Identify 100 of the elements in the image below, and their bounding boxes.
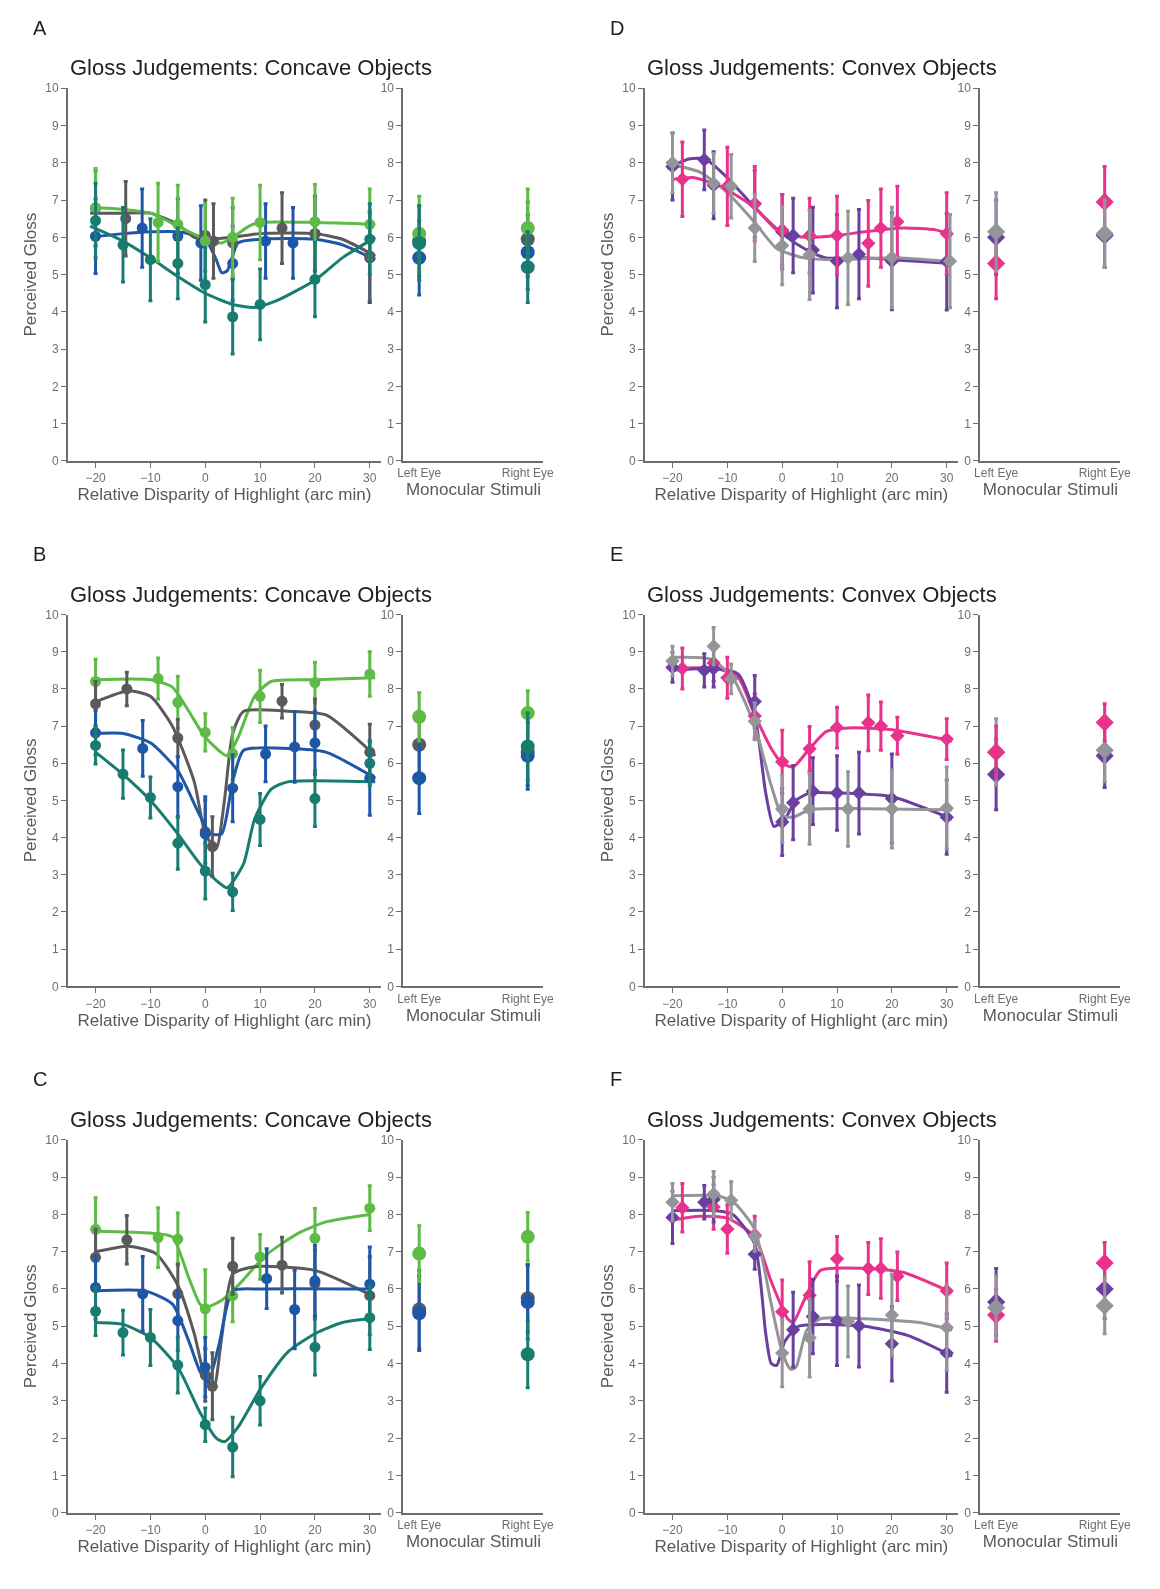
y-tick-label: 10 — [380, 607, 395, 622]
x-tick-label: Left Eye — [974, 1518, 1019, 1533]
y-tick-label: 4 — [964, 830, 972, 845]
x-axis-title: Relative Disparity of Highlight (arc min) — [654, 1537, 949, 1557]
x-tick-label: 0 — [778, 1523, 786, 1538]
y-tick-label: 8 — [628, 682, 636, 697]
y-tick-label: 8 — [387, 682, 395, 697]
x-tick-label: Right Eye — [501, 991, 555, 1006]
y-tick-label: 9 — [628, 644, 636, 659]
y-tick-label: 7 — [387, 1244, 395, 1259]
x-tick-label: 20 — [885, 996, 899, 1011]
y-tick-label: 3 — [628, 867, 636, 882]
x-axis-title: Relative Disparity of Highlight (arc min) — [77, 1537, 372, 1557]
y-tick-label: 0 — [964, 1505, 972, 1520]
x-axis-title: Monocular Stimuli — [405, 480, 542, 500]
y-tick-label: 10 — [380, 81, 395, 96]
y-tick-label: 2 — [964, 379, 972, 394]
y-tick-label: 2 — [628, 1431, 636, 1446]
y-tick-label: 1 — [387, 416, 395, 431]
y-tick-label: 6 — [628, 230, 636, 245]
y-tick-label: 10 — [45, 81, 60, 96]
x-tick-label: 10 — [830, 1523, 845, 1538]
y-tick-label: 6 — [964, 1282, 972, 1297]
chart-title: Gloss Judgements: Convex Objects — [647, 1107, 997, 1132]
x-tick-label: −10 — [717, 471, 738, 486]
y-tick-label: 4 — [964, 305, 972, 320]
x-tick-label: 10 — [253, 471, 268, 486]
y-tick-label: 1 — [964, 942, 972, 957]
y-tick-label: 5 — [628, 1319, 636, 1334]
x-tick-label: −10 — [717, 1523, 738, 1538]
y-tick-label: 5 — [964, 793, 972, 808]
x-tick-label: 10 — [830, 996, 845, 1011]
y-tick-label: 7 — [387, 719, 395, 734]
y-tick-label: 0 — [628, 979, 636, 994]
y-tick-label: 5 — [628, 793, 636, 808]
x-axis-title: Relative Disparity of Highlight (arc min) — [77, 1010, 372, 1030]
y-tick-label: 5 — [964, 1319, 972, 1334]
x-tick-label: −10 — [140, 996, 161, 1011]
y-tick-label: 4 — [387, 305, 395, 320]
x-axis-title: Monocular Stimuli — [982, 480, 1118, 500]
x-tick-label: Right Eye — [1078, 1518, 1131, 1533]
chart-title: Gloss Judgements: Concave Objects — [70, 1107, 432, 1132]
y-tick-label: 1 — [964, 1468, 972, 1483]
y-tick-label: 9 — [387, 118, 395, 133]
x-tick-label: −20 — [662, 996, 683, 1011]
x-tick-label: −20 — [85, 1523, 107, 1538]
y-tick-label: 0 — [387, 1505, 395, 1520]
y-tick-label: 5 — [628, 267, 636, 282]
y-axis-title: Perceived Gloss — [598, 738, 618, 863]
y-tick-label: 1 — [628, 416, 636, 431]
y-tick-label: 2 — [52, 1431, 60, 1446]
y-tick-label: 1 — [387, 942, 395, 957]
y-tick-label: 8 — [964, 1207, 972, 1222]
x-tick-label: −10 — [140, 471, 161, 486]
y-tick-label: 5 — [387, 1319, 395, 1334]
y-tick-label: 6 — [52, 230, 60, 245]
y-tick-label: 3 — [52, 1394, 60, 1409]
y-tick-label: 7 — [52, 193, 60, 208]
x-tick-label: Left Eye — [974, 466, 1019, 481]
y-tick-label: 9 — [52, 1170, 60, 1185]
y-tick-label: 7 — [52, 1244, 60, 1259]
text: A — [33, 17, 47, 39]
y-tick-label: 3 — [52, 342, 60, 357]
y-tick-label: 2 — [52, 905, 60, 920]
y-tick-label: 2 — [964, 905, 972, 920]
y-tick-label: 0 — [387, 979, 395, 994]
text: B — [33, 543, 47, 565]
x-tick-label: 30 — [940, 1523, 954, 1538]
text: E — [610, 543, 624, 565]
x-tick-label: 20 — [885, 471, 899, 486]
y-tick-label: 4 — [52, 1356, 60, 1371]
x-tick-label: Right Eye — [1078, 466, 1131, 481]
y-tick-label: 2 — [387, 1431, 395, 1446]
y-tick-label: 10 — [622, 1133, 636, 1148]
y-tick-label: 2 — [628, 379, 636, 394]
y-tick-label: 5 — [52, 267, 60, 282]
x-tick-label: 30 — [940, 471, 954, 486]
x-tick-label: 0 — [778, 471, 786, 486]
y-tick-label: 1 — [628, 1468, 636, 1483]
y-tick-label: 7 — [52, 719, 60, 734]
y-tick-label: 7 — [628, 719, 636, 734]
y-tick-label: 3 — [964, 1394, 972, 1409]
y-tick-label: 0 — [387, 454, 395, 469]
x-axis-title: Monocular Stimuli — [982, 1005, 1118, 1025]
chart-title: Gloss Judgements: Concave Objects — [70, 582, 432, 607]
y-tick-label: 0 — [964, 979, 972, 994]
x-tick-label: −10 — [140, 1523, 161, 1538]
x-axis-title: Monocular Stimuli — [405, 1532, 542, 1552]
y-tick-label: 10 — [957, 1133, 972, 1148]
x-tick-label: Right Eye — [501, 1518, 555, 1533]
y-tick-label: 8 — [628, 156, 636, 171]
text: C — [33, 1068, 48, 1090]
y-tick-label: 0 — [52, 979, 60, 994]
y-tick-label: 9 — [964, 118, 972, 133]
x-tick-label: 30 — [363, 471, 377, 486]
y-tick-label: 1 — [628, 942, 636, 957]
y-tick-label: 8 — [628, 1207, 636, 1222]
chart-title: Gloss Judgements: Convex Objects — [647, 582, 997, 607]
y-tick-label: 7 — [964, 193, 972, 208]
y-tick-label: 3 — [52, 867, 60, 882]
